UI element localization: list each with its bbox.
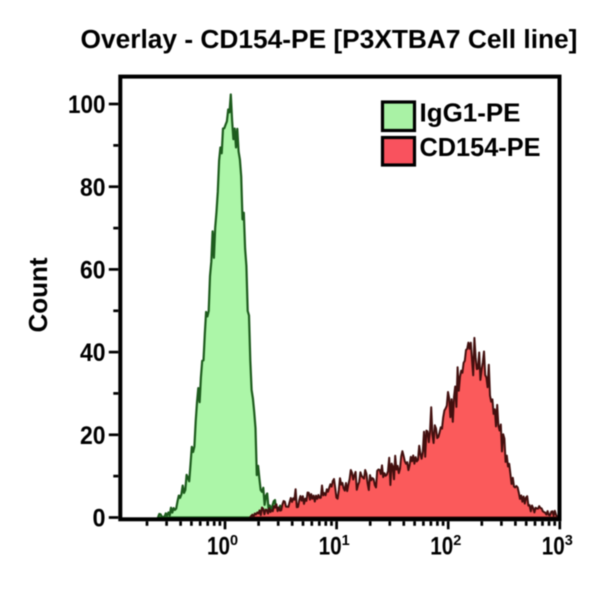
svg-text:Count: Count [23,257,53,332]
svg-text:60: 60 [80,257,106,285]
svg-text:20: 20 [80,422,106,450]
svg-text:0: 0 [93,505,106,533]
svg-text:100: 100 [207,533,238,561]
svg-text:100: 100 [68,91,106,119]
svg-text:80: 80 [80,174,106,202]
svg-text:Overlay - CD154-PE [P3XTBA7 Ce: Overlay - CD154-PE [P3XTBA7 Cell line] [81,24,578,54]
svg-text:IgG1-PE: IgG1-PE [420,98,521,128]
svg-text:CD154-PE: CD154-PE [420,132,541,162]
svg-text:101: 101 [319,533,350,561]
svg-text:102: 102 [430,533,461,561]
svg-text:103: 103 [542,533,573,561]
svg-text:40: 40 [80,339,106,367]
